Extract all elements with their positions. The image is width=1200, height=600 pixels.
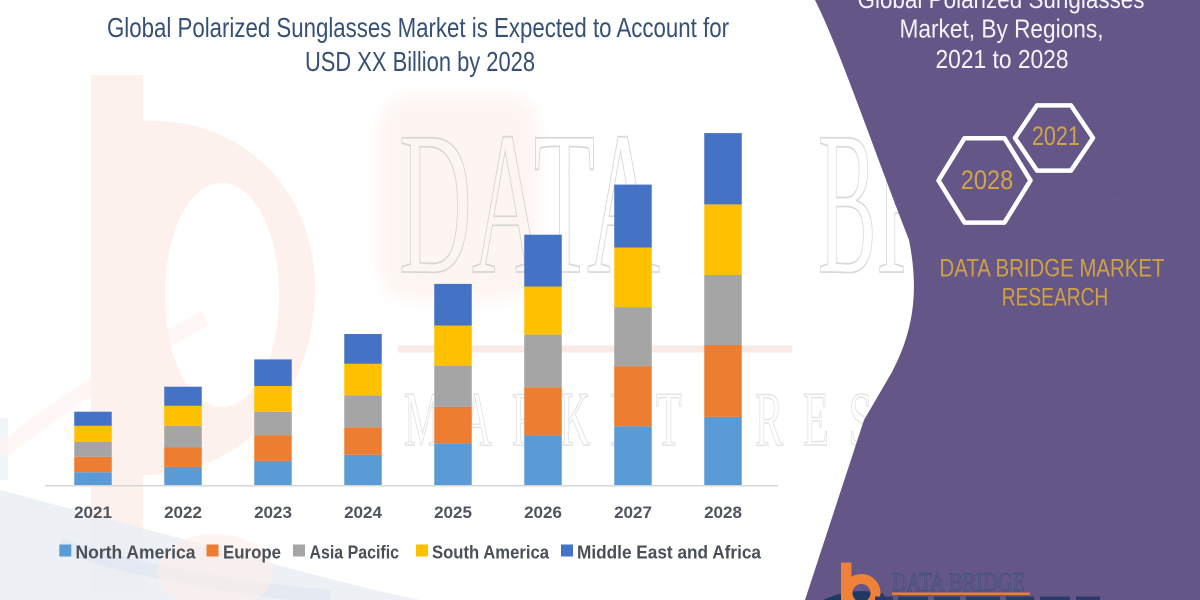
svg-text:2027: 2027 <box>614 503 652 522</box>
svg-text:2028: 2028 <box>961 165 1014 195</box>
svg-text:DATA BRIDGE MARKET: DATA BRIDGE MARKET <box>940 255 1165 283</box>
svg-text:South America: South America <box>432 543 550 563</box>
svg-text:RESEARCH: RESEARCH <box>1002 284 1109 312</box>
svg-text:Global Polarized Sunglasses: Global Polarized Sunglasses <box>858 0 1145 14</box>
svg-text:Global Polarized Sunglasses Ma: Global Polarized Sunglasses Market is Ex… <box>107 12 729 43</box>
svg-text:Market, By Regions,: Market, By Regions, <box>900 14 1104 44</box>
svg-text:2024: 2024 <box>344 503 382 522</box>
svg-text:2022: 2022 <box>164 503 202 522</box>
svg-text:2021 to 2028: 2021 to 2028 <box>936 44 1069 74</box>
svg-text:Middle East and Africa: Middle East and Africa <box>577 543 762 563</box>
svg-text:2021: 2021 <box>74 503 112 522</box>
svg-text:North America: North America <box>76 543 197 563</box>
svg-text:2025: 2025 <box>434 503 472 522</box>
svg-text:2023: 2023 <box>254 503 292 522</box>
svg-text:2028: 2028 <box>704 503 742 522</box>
svg-text:DATA BRIDGE: DATA BRIDGE <box>892 568 1025 597</box>
svg-text:2026: 2026 <box>524 503 562 522</box>
svg-text:Asia Pacific: Asia Pacific <box>310 543 400 563</box>
svg-text:USD XX Billion by 2028: USD XX Billion by 2028 <box>305 46 535 77</box>
svg-text:Europe: Europe <box>223 543 281 563</box>
svg-text:2021: 2021 <box>1032 121 1080 151</box>
